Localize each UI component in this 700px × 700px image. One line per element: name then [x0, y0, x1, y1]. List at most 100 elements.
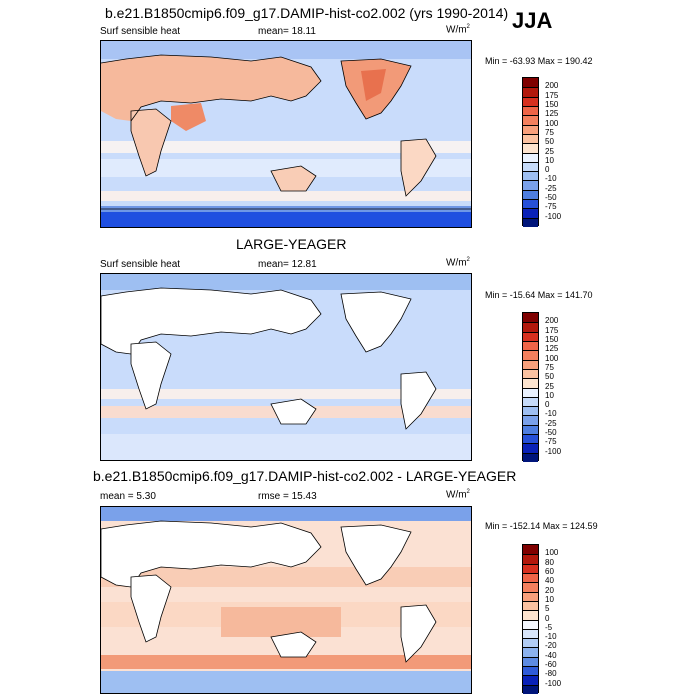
colorbar-segment	[523, 434, 538, 444]
colorbar-segment	[523, 331, 538, 341]
colorbar-tick-label: 80	[545, 557, 554, 567]
colorbar-segment	[523, 424, 538, 435]
colorbar-tick-label: 20	[545, 585, 554, 595]
colorbar-segment	[523, 199, 538, 209]
colorbar-tick-label: -25	[545, 418, 557, 428]
colorbar-tick-label: 60	[545, 566, 554, 576]
colorbar-tick-label: 50	[545, 137, 554, 147]
colorbar-tick-label: 75	[545, 362, 554, 372]
colorbar-tick-label: -100	[545, 211, 562, 221]
colorbar-segment	[523, 161, 538, 172]
colorbar-segment	[523, 666, 538, 676]
panel2-map-field	[101, 274, 471, 460]
colorbar-segment	[523, 340, 538, 351]
colorbar-tick-label: 175	[545, 325, 559, 335]
panel3-map	[100, 506, 472, 694]
colorbar-tick-label: -75	[545, 202, 557, 212]
colorbar-tick-label: 10	[545, 155, 554, 165]
colorbar-segment	[523, 180, 538, 190]
colorbar-tick-label: -10	[545, 632, 557, 642]
colorbar-tick-label: -20	[545, 641, 557, 651]
panel2-title: LARGE-YEAGER	[236, 236, 347, 252]
panel1-map	[100, 40, 472, 228]
colorbar-tick-label: -100	[545, 678, 562, 688]
colorbar-tick-label: -60	[545, 660, 557, 670]
colorbar-tick-label: -40	[545, 650, 557, 660]
colorbar-segment	[523, 656, 538, 667]
colorbar-segment	[523, 647, 538, 657]
colorbar-segment	[523, 452, 538, 462]
colorbar-tick-label: 10	[545, 594, 554, 604]
colorbar-tick-label: 50	[545, 372, 554, 382]
colorbar-segment	[523, 313, 538, 323]
colorbar-tick-label: -50	[545, 428, 557, 438]
colorbar-tick-label: 150	[545, 334, 559, 344]
colorbar-tick-label: 0	[545, 400, 550, 410]
colorbar-segment	[523, 350, 538, 360]
panel1-minmax: Min = -63.93 Max = 190.42	[485, 56, 593, 66]
colorbar-segment	[523, 96, 538, 106]
colorbar-segment	[523, 171, 538, 181]
colorbar-tick-label: 0	[545, 613, 550, 623]
panel1-mean: mean= 18.11	[258, 26, 316, 37]
colorbar-tick-label: -100	[545, 446, 562, 456]
colorbar-tick-label: -50	[545, 193, 557, 203]
colorbar-tick-label: 100	[545, 118, 559, 128]
panel1-colorbar	[522, 77, 539, 227]
panel2-map	[100, 273, 472, 461]
colorbar-tick-label: 100	[545, 548, 559, 558]
panel3-mean: mean = 5.30	[100, 491, 156, 502]
colorbar-tick-label: 25	[545, 381, 554, 391]
colorbar-segment	[523, 610, 538, 620]
panel1-map-field	[101, 41, 471, 227]
colorbar-segment	[523, 545, 538, 555]
panel1-units: W/m2	[446, 24, 470, 36]
panel3-minmax: Min = -152.14 Max = 124.59	[485, 521, 598, 531]
colorbar-tick-label: 10	[545, 390, 554, 400]
colorbar-segment	[523, 189, 538, 200]
colorbar-segment	[523, 368, 538, 379]
colorbar-tick-label: -10	[545, 409, 557, 419]
colorbar-segment	[523, 322, 538, 332]
colorbar-tick-label: 200	[545, 316, 559, 326]
colorbar-segment	[523, 133, 538, 144]
panel1-variable: Surf sensible heat	[100, 26, 181, 37]
colorbar-segment	[523, 152, 538, 162]
colorbar-segment	[523, 684, 538, 694]
colorbar-segment	[523, 619, 538, 629]
colorbar-tick-label: 150	[545, 99, 559, 109]
colorbar-tick-label: 25	[545, 146, 554, 156]
panel3-map-field	[101, 507, 471, 693]
colorbar-segment	[523, 387, 538, 397]
season-label: JJA	[512, 8, 553, 33]
colorbar-segment	[523, 415, 538, 425]
panel2-minmax: Min = -15.64 Max = 141.70	[485, 290, 593, 300]
colorbar-segment	[523, 359, 538, 369]
colorbar-tick-label: 75	[545, 127, 554, 137]
colorbar-segment	[523, 87, 538, 97]
colorbar-segment	[523, 628, 538, 639]
colorbar-tick-label: 40	[545, 576, 554, 586]
colorbar-tick-label: 100	[545, 353, 559, 363]
colorbar-segment	[523, 115, 538, 125]
colorbar-segment	[523, 638, 538, 648]
colorbar-segment	[523, 591, 538, 601]
colorbar-segment	[523, 217, 538, 227]
colorbar-tick-label: -5	[545, 622, 553, 632]
panel2-colorbar	[522, 312, 539, 462]
colorbar-segment	[523, 143, 538, 153]
colorbar-segment	[523, 443, 538, 453]
panel2-mean: mean= 12.81	[258, 259, 317, 270]
colorbar-segment	[523, 378, 538, 388]
panel3-title: b.e21.B1850cmip6.f09_g17.DAMIP-hist-co2.…	[93, 468, 517, 484]
colorbar-tick-label: 125	[545, 344, 559, 354]
colorbar-tick-label: 0	[545, 165, 550, 175]
colorbar-segment	[523, 582, 538, 592]
colorbar-tick-label: 125	[545, 109, 559, 119]
panel2-variable: Surf sensible heat	[100, 259, 181, 270]
colorbar-segment	[523, 208, 538, 218]
colorbar-segment	[523, 406, 538, 416]
panel3-colorbar	[522, 544, 539, 694]
colorbar-segment	[523, 396, 538, 407]
colorbar-segment	[523, 572, 538, 583]
